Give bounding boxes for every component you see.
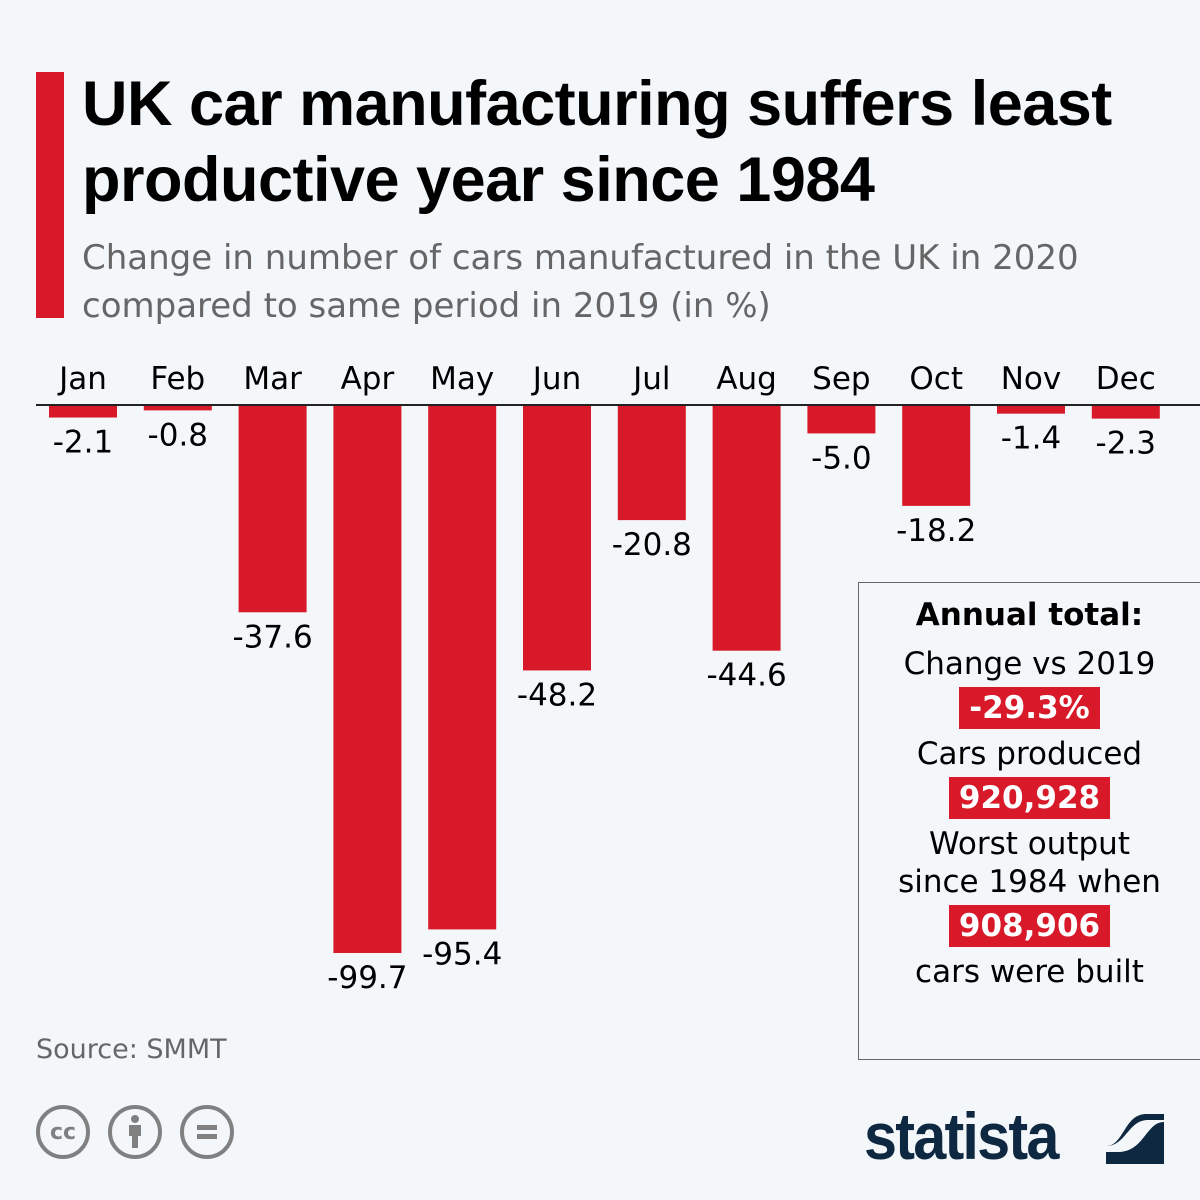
- data-label: -2.1: [53, 425, 114, 461]
- bar-oct: [902, 406, 971, 506]
- x-tick-label: Apr: [341, 361, 395, 397]
- worst-label-3: cars were built: [915, 954, 1144, 990]
- x-tick-label: Oct: [909, 361, 963, 397]
- bar-jul: [617, 406, 686, 521]
- worst-value-badge: 908,906: [948, 905, 1111, 947]
- x-tick-label: Aug: [716, 361, 777, 397]
- x-tick-label: Feb: [150, 361, 205, 397]
- annual-total-box: Annual total: Change vs 2019 -29.3% Cars…: [858, 582, 1200, 1060]
- cc-icon[interactable]: cc: [36, 1105, 90, 1159]
- x-tick-label: Nov: [1001, 361, 1062, 397]
- bar-jan: [49, 406, 117, 418]
- worst-label-2: since 1984 when: [898, 864, 1161, 900]
- produced-value-badge: 920,928: [948, 777, 1111, 819]
- bar-dec: [1091, 406, 1160, 419]
- x-tick-label: Jun: [531, 361, 581, 397]
- statista-logo[interactable]: statista: [864, 1099, 1059, 1173]
- bar-aug: [712, 406, 781, 651]
- data-label: -5.0: [811, 440, 872, 476]
- page-title: UK car manufacturing suffers least produ…: [82, 69, 1112, 215]
- data-label: -44.6: [706, 658, 786, 694]
- statista-logo-mark-icon: [1106, 1106, 1164, 1164]
- bar-apr: [333, 406, 402, 953]
- no-derivatives-icon[interactable]: [180, 1105, 234, 1159]
- x-tick-label: Dec: [1096, 361, 1156, 397]
- bar-sep: [807, 406, 876, 434]
- worst-label-1: Worst output: [929, 826, 1130, 862]
- x-tick-label: Jan: [57, 361, 107, 397]
- change-label: Change vs 2019: [903, 646, 1156, 682]
- data-label: -1.4: [1001, 421, 1062, 457]
- data-label: -0.8: [148, 417, 209, 453]
- bar-nov: [997, 406, 1065, 414]
- x-tick-label: Mar: [243, 361, 302, 397]
- data-label: -18.2: [896, 513, 976, 549]
- x-tick-label: Sep: [812, 361, 870, 397]
- annual-heading: Annual total:: [915, 597, 1144, 633]
- produced-label: Cars produced: [916, 736, 1143, 772]
- data-label: -48.2: [517, 677, 597, 713]
- attribution-icon[interactable]: [108, 1105, 162, 1159]
- data-label: -20.8: [612, 527, 692, 563]
- page-subtitle: Change in number of cars manufactured in…: [82, 238, 1079, 326]
- data-label: -37.6: [232, 619, 312, 655]
- x-tick-label: Jul: [631, 361, 670, 397]
- bar-mar: [238, 406, 307, 613]
- data-label: -99.7: [327, 960, 407, 996]
- change-value-badge: -29.3%: [959, 687, 1100, 729]
- source-note: Source: SMMT: [36, 1034, 227, 1065]
- bar-may: [428, 406, 497, 930]
- data-label: -95.4: [422, 936, 502, 972]
- bar-feb: [143, 406, 212, 411]
- title-accent-bar: [36, 72, 64, 318]
- data-label: -2.3: [1096, 426, 1157, 462]
- x-tick-label: May: [430, 361, 494, 397]
- bar-jun: [523, 406, 591, 671]
